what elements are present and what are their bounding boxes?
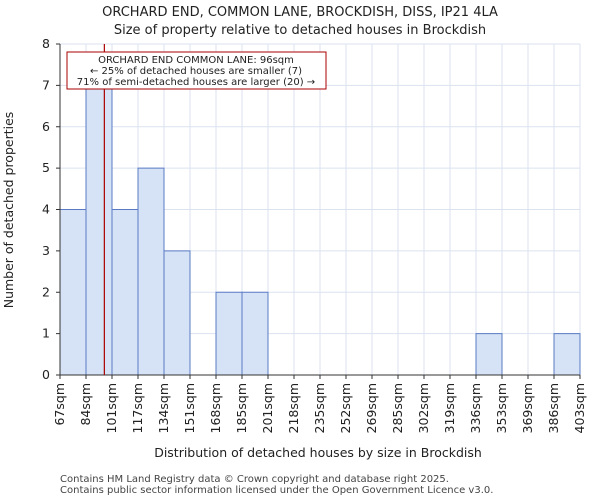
x-tick-label: 218sqm [286, 383, 301, 433]
bar-84sqm-101sqm [85, 84, 113, 376]
annotation-box: ORCHARD END COMMON LANE: 96sqm ← 25% of … [66, 51, 327, 90]
y-tick-label: 0 [42, 367, 50, 382]
x-tick-label: 201sqm [260, 383, 275, 433]
chart-subtitle: Size of property relative to detached ho… [114, 23, 486, 38]
x-tick-label: 386sqm [546, 383, 561, 433]
x-tick-labels: 67sqm 84sqm 101sqm 117sqm 134sqm 151sqm 168sqm… [52, 375, 587, 433]
x-tick-label: 302sqm [416, 383, 431, 433]
x-tick-label: 403sqm [572, 383, 587, 433]
y-tick-labels: 0 1 2 3 4 5 6 7 8 [42, 36, 60, 382]
y-tick-label: 5 [42, 160, 50, 175]
x-tick-label: 369sqm [520, 383, 535, 433]
x-tick-label: 168sqm [208, 383, 223, 433]
x-tick-label: 285sqm [390, 383, 405, 433]
x-tick-label: 101sqm [104, 383, 119, 433]
x-tick-label: 336sqm [468, 383, 483, 433]
annotation-line-1: ORCHARD END COMMON LANE: 96sqm [98, 55, 294, 66]
y-tick-label: 6 [42, 119, 50, 134]
chart-title: ORCHARD END, COMMON LANE, BROCKDISH, DIS… [102, 5, 498, 20]
footer-line-1: Contains HM Land Registry data © Crown c… [60, 474, 449, 485]
x-tick-label: 151sqm [182, 383, 197, 433]
annotation-line-3: 71% of semi-detached houses are larger (… [77, 77, 315, 88]
x-tick-label: 134sqm [156, 383, 171, 433]
annotation-border [66, 51, 327, 90]
bar-168sqm-185sqm [215, 291, 243, 376]
x-tick-label: 67sqm [52, 383, 67, 426]
x-tick-label: 269sqm [364, 383, 379, 433]
y-tick-label: 2 [42, 284, 50, 299]
x-tick-label: 319sqm [442, 383, 457, 433]
y-tick-label: 1 [42, 326, 50, 341]
x-axis-label: Distribution of detached houses by size … [154, 445, 482, 460]
bar-117sqm-134sqm [137, 167, 165, 376]
bar-101sqm-117sqm [111, 209, 139, 376]
bar-386sqm-403sqm [553, 333, 581, 376]
bar-134sqm-151sqm [163, 250, 191, 376]
x-tick-label: 117sqm [130, 383, 145, 433]
x-tick-label: 353sqm [494, 383, 509, 433]
x-tick-label: 252sqm [338, 383, 353, 433]
y-tick-label: 7 [42, 77, 50, 92]
y-axis-label: Number of detached properties [1, 112, 16, 309]
y-tick-label: 4 [42, 202, 50, 217]
x-tick-label: 185sqm [234, 383, 249, 433]
x-tick-label: 235sqm [312, 383, 327, 433]
x-tick-label: 84sqm [78, 383, 93, 426]
y-tick-label: 8 [42, 36, 50, 51]
bar-185sqm-201sqm [241, 291, 269, 376]
bars [59, 84, 581, 376]
annotation-line-2: ← 25% of detached houses are smaller (7) [90, 66, 302, 77]
bar-67sqm-84sqm [59, 209, 87, 376]
footer-line-2: Contains public sector information licen… [60, 485, 493, 496]
bar-336sqm-353sqm [475, 333, 503, 376]
y-tick-label: 3 [42, 243, 50, 258]
